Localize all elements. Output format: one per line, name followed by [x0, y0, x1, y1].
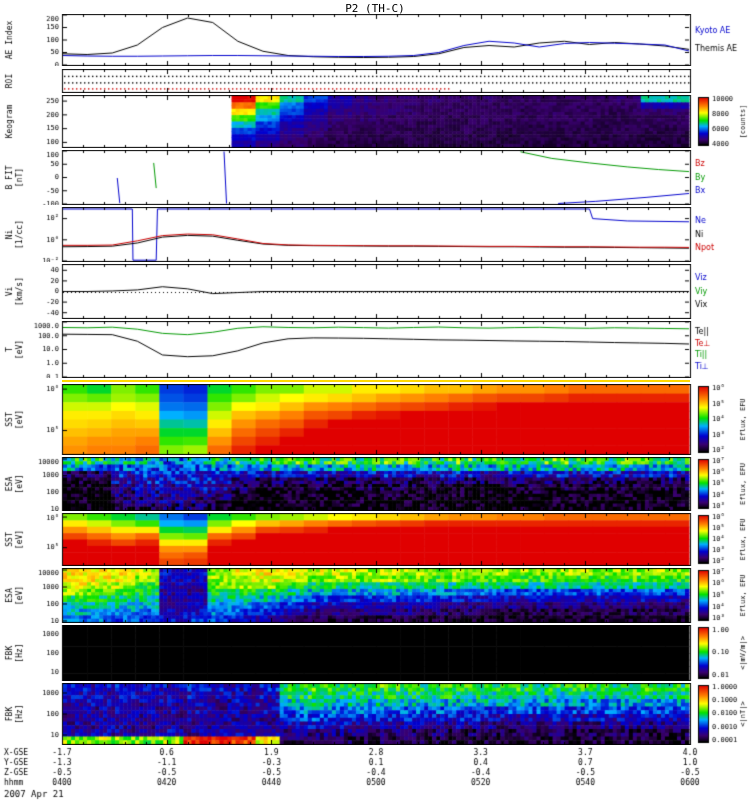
plot-title: P2 (TH-C): [345, 2, 405, 15]
time-axis-ephemeris: [0, 745, 750, 800]
panel-sst-electron-spectrogram: [0, 513, 750, 566]
panel-keogram: [0, 95, 750, 148]
panel-magnetic-field: [0, 150, 750, 205]
panel-esa-electron-spectrogram: [0, 568, 750, 623]
panel-fbk-efield-spectrogram: [0, 625, 750, 681]
panel-sst-ion-spectrogram: [0, 384, 750, 455]
panel-density: [0, 207, 750, 262]
panel-divider-line: [62, 380, 690, 382]
panel-ion-velocity: [0, 264, 750, 319]
panel-temperature: [0, 321, 750, 378]
panel-ae-index: [0, 14, 750, 66]
panel-fbk-bfield-spectrogram: [0, 683, 750, 745]
panel-roi-flags: [0, 69, 750, 93]
panel-esa-ion-spectrogram: [0, 457, 750, 511]
